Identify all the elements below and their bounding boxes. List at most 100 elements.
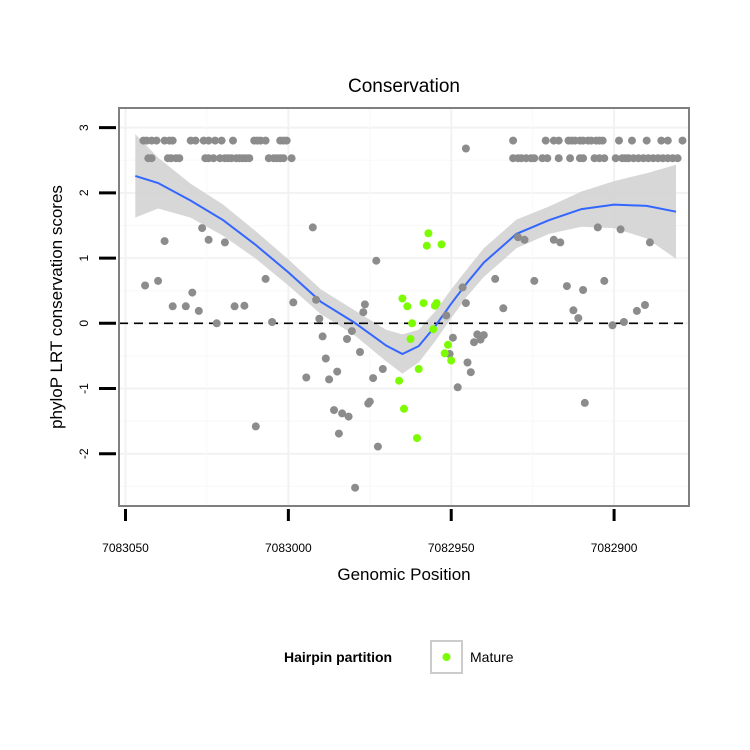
other-point <box>261 136 270 145</box>
mature-point <box>403 302 412 311</box>
mature-point <box>400 404 408 413</box>
other-point <box>325 375 334 384</box>
other-point <box>351 483 360 492</box>
other-point <box>141 281 150 290</box>
other-point <box>344 412 353 421</box>
other-point <box>642 136 651 145</box>
other-point <box>491 274 500 283</box>
other-point <box>160 237 169 246</box>
other-point <box>365 397 374 406</box>
other-point <box>470 338 478 347</box>
other-point <box>347 327 356 336</box>
other-point <box>312 295 321 304</box>
mature-point <box>414 365 423 373</box>
mature-point <box>447 356 456 365</box>
other-point <box>360 300 369 309</box>
x-axis-title: Genomic Position <box>337 565 470 584</box>
legend-label-mature: Mature <box>470 649 514 665</box>
other-point <box>580 398 589 407</box>
other-point <box>579 154 588 163</box>
other-point <box>175 154 184 163</box>
mature-point <box>406 335 415 343</box>
other-point <box>549 235 558 244</box>
other-point <box>448 333 457 342</box>
y-axis: 3 2 1 0 -1 -2 <box>77 124 116 459</box>
other-point <box>543 154 552 163</box>
other-point <box>499 304 508 313</box>
mature-point <box>419 299 428 308</box>
other-point <box>302 373 311 382</box>
other-point <box>461 299 470 308</box>
other-point <box>463 358 472 367</box>
other-point <box>541 136 550 145</box>
other-point <box>372 256 381 265</box>
other-point <box>673 154 682 163</box>
other-point <box>198 224 207 233</box>
other-point <box>279 154 288 163</box>
other-point <box>181 302 190 311</box>
other-point <box>204 235 213 244</box>
y-axis-title: phyloP LRT conservation scores <box>47 185 66 429</box>
other-point <box>632 306 641 315</box>
y-tick-label: 2 <box>77 189 91 196</box>
other-point <box>152 136 161 145</box>
mature-point <box>395 376 404 385</box>
other-point <box>600 154 609 163</box>
other-point <box>615 136 623 145</box>
y-tick-label: 3 <box>77 124 91 131</box>
x-tick-label: 7083050 <box>102 541 149 555</box>
other-point <box>678 136 687 145</box>
other-point <box>321 354 330 363</box>
other-point <box>188 288 197 297</box>
other-point <box>616 225 625 234</box>
other-point <box>289 298 298 307</box>
mature-point <box>413 434 421 443</box>
other-point <box>318 332 327 341</box>
other-point <box>628 136 636 145</box>
other-point <box>466 368 475 377</box>
mature-point <box>398 294 407 303</box>
y-tick-label: -1 <box>77 383 91 394</box>
other-point <box>373 442 382 451</box>
other-point <box>554 136 563 145</box>
mature-point <box>424 229 433 238</box>
legend-title: Hairpin partition <box>284 649 392 665</box>
other-point <box>442 311 451 320</box>
other-point <box>251 422 260 431</box>
other-point <box>308 223 317 232</box>
smooth-trend-line <box>135 174 677 356</box>
other-point <box>556 238 565 247</box>
other-point <box>154 276 163 285</box>
other-point <box>330 406 338 415</box>
other-point <box>229 136 237 145</box>
other-point <box>212 319 221 328</box>
other-point <box>453 383 462 392</box>
other-point <box>598 136 607 145</box>
other-point <box>168 302 177 311</box>
other-point <box>574 314 583 323</box>
other-point <box>315 314 324 323</box>
other-point <box>191 136 200 145</box>
other-point <box>230 302 239 311</box>
other-point <box>333 367 342 376</box>
other-point <box>569 306 578 315</box>
mature-point <box>429 325 438 334</box>
other-point <box>663 136 672 145</box>
other-point <box>641 301 649 309</box>
other-point <box>514 233 522 242</box>
other-point <box>378 365 387 373</box>
x-tick-label: 7083000 <box>265 541 312 555</box>
grid-lines <box>119 108 689 506</box>
x-tick-label: 7082950 <box>428 541 475 555</box>
chart-title: Conservation <box>348 76 460 97</box>
other-point <box>147 154 156 163</box>
plot-frame <box>118 107 690 507</box>
mature-point <box>437 240 446 249</box>
other-point <box>566 154 575 163</box>
mature-point <box>440 349 449 358</box>
other-point <box>287 154 296 163</box>
other-point <box>611 154 620 163</box>
other-point <box>334 429 343 438</box>
other-point <box>509 136 518 145</box>
